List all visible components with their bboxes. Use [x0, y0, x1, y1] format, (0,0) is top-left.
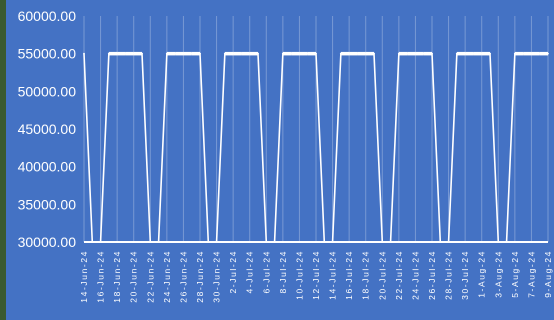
y-tick-label: 60000.00 [18, 8, 77, 24]
x-tick-label: 28-Jul-24 [444, 250, 454, 300]
x-tick-label: 26-Jun-24 [178, 250, 188, 303]
x-tick-label: 28-Jun-24 [195, 250, 205, 303]
x-tick-label: 10-Jul-24 [294, 250, 304, 300]
x-tick-label: 18-Jun-24 [112, 250, 122, 303]
data-point [439, 241, 442, 243]
y-tick-label: 30000.00 [18, 234, 77, 250]
gridlines [83, 16, 549, 242]
x-tick-label: 4-Jul-24 [245, 250, 255, 294]
data-point [215, 241, 218, 243]
x-tick-label: 16-Jun-24 [96, 250, 106, 303]
data-point [91, 241, 94, 243]
chart-area: 30000.00 35000.00 40000.00 45000.00 50000.00… [6, 0, 554, 320]
x-tick-label: 20-Jul-24 [377, 250, 387, 300]
data-point [83, 52, 85, 55]
x-tick-label: 30-Jun-24 [212, 250, 222, 303]
data-point [389, 241, 392, 243]
x-tick-label: 8-Jul-24 [278, 250, 288, 294]
x-tick-label: 24-Jul-24 [410, 250, 420, 300]
x-tick-label: 26-Jul-24 [427, 250, 437, 300]
x-tick-label: 18-Jul-24 [361, 250, 371, 300]
y-axis: 30000.00 35000.00 40000.00 45000.00 50000.00… [18, 8, 77, 250]
x-tick-label: 30-Jul-24 [460, 250, 470, 300]
x-tick-label: 12-Jul-24 [311, 250, 321, 300]
y-tick-label: 45000.00 [18, 121, 77, 137]
y-tick-label: 50000.00 [18, 83, 77, 99]
x-tick-label: 1-Aug-24 [477, 250, 487, 298]
data-point [497, 241, 500, 243]
data-point [265, 241, 268, 243]
data-point [381, 241, 384, 243]
data-point [207, 241, 210, 243]
data-point [505, 241, 508, 243]
series-line [83, 51, 549, 243]
x-tick-label: 9-Aug-24 [543, 250, 553, 298]
data-point [273, 241, 276, 243]
x-tick-label: 14-Jul-24 [328, 250, 338, 300]
x-tick-label: 6-Jul-24 [261, 250, 271, 294]
x-tick-label: 14-Jun-24 [79, 250, 89, 303]
y-tick-label: 35000.00 [18, 196, 77, 212]
x-axis: 14-Jun-24 16-Jun-24 18-Jun-24 20-Jun-24 22-J… [79, 241, 553, 303]
data-point [157, 241, 160, 243]
x-tick-label: 24-Jun-24 [162, 250, 172, 303]
x-tick-label: 20-Jun-24 [129, 250, 139, 303]
x-tick-label: 16-Jul-24 [344, 250, 354, 300]
data-point [99, 241, 102, 243]
x-tick-label: 5-Aug-24 [510, 250, 520, 298]
data-point [331, 241, 334, 243]
x-tick-label: 22-Jul-24 [394, 250, 404, 300]
data-point [323, 241, 326, 243]
data-point [447, 241, 450, 243]
y-tick-label: 40000.00 [18, 159, 77, 175]
data-point [149, 241, 152, 243]
y-tick-label: 55000.00 [18, 46, 77, 62]
line-chart: 30000.00 35000.00 40000.00 45000.00 50000.00… [18, 8, 553, 303]
x-tick-label: 22-Jun-24 [145, 250, 155, 303]
x-tick-label: 2-Jul-24 [228, 250, 238, 294]
x-tick-label: 7-Aug-24 [526, 250, 536, 298]
x-tick-label: 3-Aug-24 [493, 250, 503, 298]
